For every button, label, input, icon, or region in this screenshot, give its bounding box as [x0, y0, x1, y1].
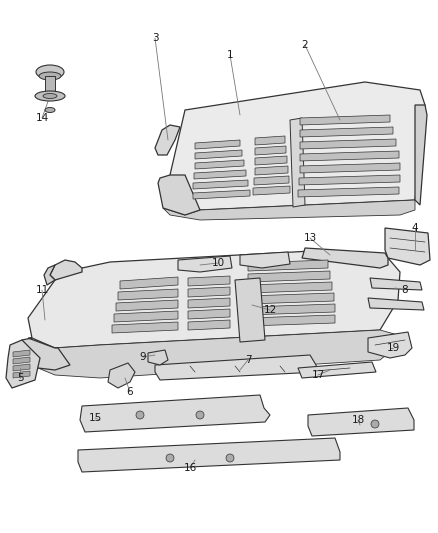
- Polygon shape: [195, 140, 240, 149]
- Polygon shape: [50, 260, 82, 280]
- Polygon shape: [370, 278, 422, 290]
- Polygon shape: [188, 309, 230, 319]
- Polygon shape: [193, 180, 248, 189]
- Polygon shape: [255, 146, 286, 155]
- Polygon shape: [116, 300, 178, 311]
- Circle shape: [196, 411, 204, 419]
- Polygon shape: [13, 357, 30, 364]
- Polygon shape: [254, 176, 289, 185]
- Polygon shape: [6, 340, 40, 388]
- Text: 14: 14: [35, 113, 49, 123]
- Text: 13: 13: [304, 233, 317, 243]
- Polygon shape: [158, 175, 200, 215]
- Text: 8: 8: [402, 285, 408, 295]
- Polygon shape: [80, 395, 270, 432]
- Text: 10: 10: [212, 258, 225, 268]
- Polygon shape: [248, 282, 332, 293]
- Polygon shape: [298, 187, 399, 197]
- Polygon shape: [299, 175, 400, 185]
- Polygon shape: [240, 252, 290, 268]
- Polygon shape: [248, 260, 328, 271]
- Polygon shape: [298, 362, 376, 378]
- Text: 7: 7: [245, 355, 251, 365]
- Text: 4: 4: [412, 223, 418, 233]
- Polygon shape: [148, 350, 168, 365]
- Polygon shape: [188, 276, 230, 286]
- Polygon shape: [188, 287, 230, 297]
- Polygon shape: [300, 151, 399, 161]
- Polygon shape: [248, 315, 335, 326]
- Text: 9: 9: [140, 352, 146, 362]
- Polygon shape: [193, 190, 250, 199]
- Polygon shape: [194, 170, 246, 179]
- Polygon shape: [415, 105, 427, 205]
- Text: 19: 19: [386, 343, 399, 353]
- Circle shape: [136, 411, 144, 419]
- Polygon shape: [300, 115, 390, 125]
- Polygon shape: [13, 350, 30, 357]
- Text: 11: 11: [35, 285, 49, 295]
- Text: 17: 17: [311, 370, 325, 380]
- Polygon shape: [118, 289, 178, 300]
- Polygon shape: [368, 298, 424, 310]
- Polygon shape: [78, 438, 340, 472]
- Polygon shape: [114, 311, 178, 322]
- Polygon shape: [178, 256, 232, 272]
- Ellipse shape: [35, 91, 65, 101]
- Polygon shape: [195, 150, 242, 159]
- Text: 1: 1: [227, 50, 233, 60]
- Polygon shape: [248, 293, 334, 304]
- Circle shape: [226, 454, 234, 462]
- Polygon shape: [368, 332, 412, 358]
- Polygon shape: [300, 163, 400, 173]
- Polygon shape: [13, 371, 30, 378]
- Ellipse shape: [43, 93, 57, 99]
- Text: 16: 16: [184, 463, 197, 473]
- Ellipse shape: [36, 65, 64, 79]
- Polygon shape: [170, 82, 425, 210]
- Polygon shape: [385, 228, 430, 265]
- Text: 3: 3: [152, 33, 158, 43]
- Polygon shape: [28, 250, 400, 348]
- Text: 18: 18: [351, 415, 364, 425]
- Polygon shape: [248, 271, 330, 282]
- Polygon shape: [302, 248, 388, 268]
- Text: 2: 2: [302, 40, 308, 50]
- Polygon shape: [255, 166, 288, 175]
- Polygon shape: [188, 298, 230, 308]
- Polygon shape: [290, 118, 305, 207]
- Polygon shape: [255, 156, 287, 165]
- Ellipse shape: [39, 72, 61, 80]
- Polygon shape: [163, 200, 415, 220]
- Ellipse shape: [45, 108, 55, 112]
- Circle shape: [371, 420, 379, 428]
- Polygon shape: [300, 127, 393, 137]
- Polygon shape: [108, 363, 135, 388]
- Polygon shape: [18, 338, 70, 370]
- Polygon shape: [155, 355, 318, 380]
- Polygon shape: [300, 139, 396, 149]
- Polygon shape: [235, 278, 265, 342]
- Text: 6: 6: [127, 387, 133, 397]
- Polygon shape: [155, 125, 180, 155]
- Polygon shape: [44, 265, 55, 285]
- Polygon shape: [188, 320, 230, 330]
- Text: 15: 15: [88, 413, 102, 423]
- Polygon shape: [253, 186, 290, 195]
- Polygon shape: [255, 136, 285, 145]
- Polygon shape: [13, 364, 30, 371]
- Circle shape: [166, 454, 174, 462]
- Text: 12: 12: [263, 305, 277, 315]
- Polygon shape: [112, 322, 178, 333]
- Polygon shape: [195, 160, 244, 169]
- Text: 5: 5: [17, 373, 23, 383]
- Polygon shape: [120, 277, 178, 289]
- Polygon shape: [45, 76, 55, 95]
- Polygon shape: [38, 330, 398, 378]
- Polygon shape: [248, 304, 335, 315]
- Polygon shape: [308, 408, 414, 436]
